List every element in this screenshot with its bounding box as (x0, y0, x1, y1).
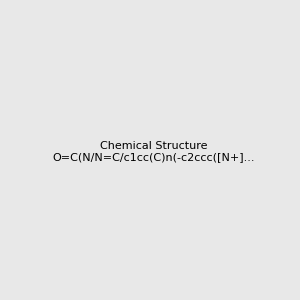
Text: Chemical Structure
O=C(N/N=C/c1cc(C)n(-c2ccc([N+]...: Chemical Structure O=C(N/N=C/c1cc(C)n(-c… (52, 141, 255, 162)
